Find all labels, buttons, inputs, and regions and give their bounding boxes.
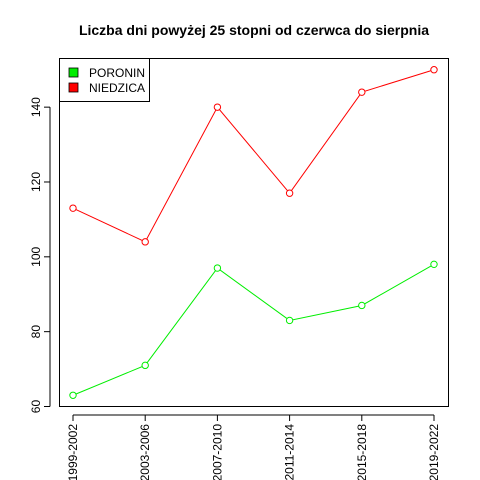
series-line-poronin: [72, 263, 435, 396]
data-point-niedzica: [285, 189, 294, 197]
data-point-poronin: [69, 391, 77, 399]
legend-swatch-poronin: [68, 67, 79, 78]
y-tick-label: 100: [29, 246, 43, 266]
chart-title: Liczba dni powyżej 25 stopni od czerwca …: [79, 22, 429, 38]
data-point-niedzica: [69, 204, 77, 212]
legend: PORONIN NIEDZICA: [59, 58, 150, 102]
series-layer: [69, 66, 438, 399]
y-tick-label: 60: [29, 400, 43, 414]
plot-area: [59, 58, 449, 407]
x-tick-label: 2007-2010: [210, 424, 224, 480]
y-tick-label: 140: [29, 97, 43, 117]
x-tick-label: 1999-2002: [66, 424, 80, 480]
legend-label-niedzica: NIEDZICA: [89, 81, 145, 95]
x-tick-label: 2003-2006: [138, 424, 152, 480]
data-point-niedzica: [213, 103, 222, 111]
y-tick-label: 120: [29, 172, 43, 192]
data-point-niedzica: [430, 66, 438, 74]
data-point-poronin: [141, 361, 149, 370]
legend-label-poronin: PORONIN: [89, 66, 145, 80]
x-tick-label: 2011-2014: [283, 424, 297, 480]
y-tick-label: 80: [29, 325, 43, 339]
x-tick-label: 2015-2018: [355, 424, 369, 480]
y-axis: 60 80 100 120 140: [29, 97, 51, 414]
series-line-niedzica: [72, 69, 435, 243]
x-tick-label: 2019-2022: [427, 424, 441, 480]
data-point-poronin: [358, 301, 366, 310]
data-point-niedzica: [358, 88, 366, 96]
legend-swatch-niedzica: [68, 82, 79, 93]
data-point-poronin: [285, 316, 294, 325]
legend-box: [59, 58, 150, 102]
data-point-poronin: [430, 260, 438, 269]
x-axis: 1999-2002 2003-2006 2007-2010 2011-2014 2015…: [66, 414, 441, 480]
data-point-poronin: [213, 264, 222, 272]
data-point-niedzica: [141, 238, 149, 246]
